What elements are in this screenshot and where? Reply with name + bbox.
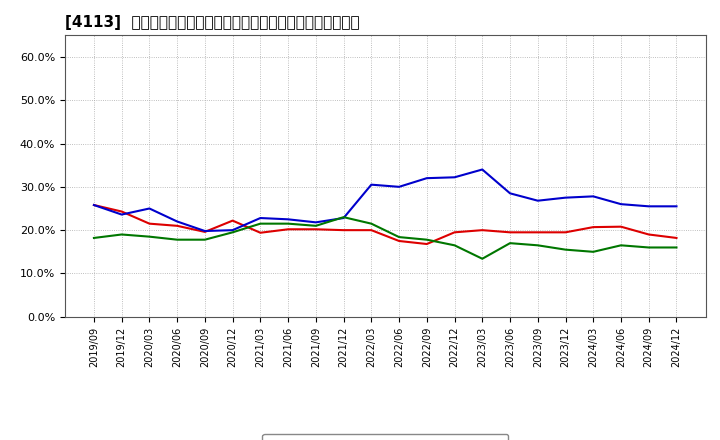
在庫 [89,202,98,208]
在庫 [534,198,542,203]
在庫 [367,182,376,187]
買入債務 [589,249,598,254]
Line: 買入債務: 買入債務 [94,217,677,259]
買入債務 [534,243,542,248]
買入債務 [616,243,625,248]
売上債権 [423,242,431,247]
Legend: 売上債権, 在庫, 買入債務: 売上債権, 在庫, 買入債務 [262,434,508,440]
買入債務 [505,241,514,246]
在庫 [505,191,514,196]
買入債務 [201,237,210,242]
売上債権 [201,229,210,235]
在庫 [339,216,348,221]
売上債権 [672,235,681,241]
売上債権 [644,232,653,237]
在庫 [228,227,237,233]
Line: 売上債権: 売上債権 [94,205,677,244]
買入債務 [423,237,431,242]
売上債権 [450,230,459,235]
売上債権 [589,224,598,230]
買入債務 [284,221,292,226]
売上債権 [173,223,181,228]
在庫 [589,194,598,199]
売上債権 [478,227,487,233]
買入債務 [117,232,126,237]
売上債権 [228,218,237,223]
買入債務 [89,235,98,241]
売上債権 [561,230,570,235]
Text: [4113]  売上債権、在庫、買入債務の総資産に対する比率の推移: [4113] 売上債権、在庫、買入債務の総資産に対する比率の推移 [65,15,359,30]
買入債務 [339,215,348,220]
売上債権 [256,230,265,235]
売上債権 [534,230,542,235]
買入債務 [228,230,237,235]
買入債務 [478,256,487,261]
売上債権 [89,202,98,208]
在庫 [644,204,653,209]
買入債務 [312,223,320,228]
在庫 [117,212,126,217]
買入債務 [367,221,376,226]
在庫 [284,216,292,222]
売上債権 [312,227,320,232]
売上債権 [367,227,376,233]
在庫 [256,216,265,221]
在庫 [478,167,487,172]
在庫 [672,204,681,209]
買入債務 [450,243,459,248]
買入債務 [395,235,403,240]
買入債務 [672,245,681,250]
在庫 [173,219,181,224]
在庫 [450,175,459,180]
売上債権 [395,238,403,244]
在庫 [145,206,154,211]
売上債権 [145,221,154,226]
Line: 在庫: 在庫 [94,169,677,231]
在庫 [423,176,431,181]
売上債権 [505,230,514,235]
売上債権 [339,227,348,233]
在庫 [616,202,625,207]
売上債権 [117,209,126,214]
買入債務 [256,221,265,226]
在庫 [201,228,210,234]
売上債権 [616,224,625,229]
在庫 [561,195,570,200]
買入債務 [145,234,154,239]
売上債権 [284,227,292,232]
在庫 [395,184,403,190]
在庫 [312,220,320,225]
買入債務 [644,245,653,250]
買入債務 [561,247,570,252]
買入債務 [173,237,181,242]
